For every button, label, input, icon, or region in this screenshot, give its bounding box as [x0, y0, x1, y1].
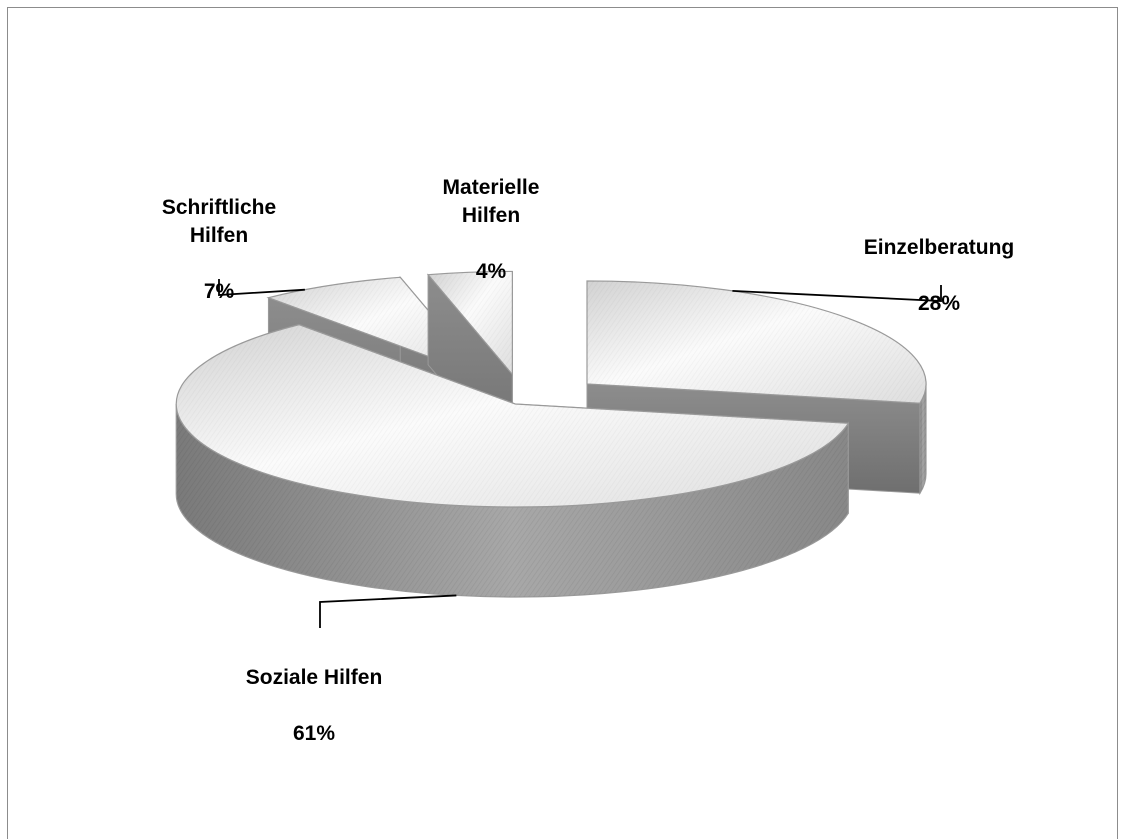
slice-label-schriftliche-hilfen: Schriftliche Hilfen 7%: [119, 166, 319, 306]
slice-percent-materielle-hilfen: 4%: [475, 260, 507, 283]
pie-slice-materielle-hilfen-top-texture: [428, 271, 513, 375]
slice-label-materielle-hilfen: Materielle Hilfen 4%: [391, 146, 591, 286]
pie-slice-einzelberatung-side-texture: [919, 383, 926, 494]
leader-line-schriftliche-hilfen: [218, 279, 305, 296]
slice-name-soziale-hilfen: Soziale Hilfen: [245, 666, 383, 689]
slice-name-materielle-hilfen: Materielle Hilfen: [442, 176, 540, 227]
pie-slice-soziale-hilfen: [175, 323, 850, 598]
slice-percent-einzelberatung: 28%: [917, 292, 961, 315]
slice-name-einzelberatung: Einzelberatung: [863, 236, 1015, 259]
slice-name-schriftliche-hilfen: Schriftliche Hilfen: [161, 196, 277, 247]
leader-line-soziale-hilfen: [319, 594, 457, 628]
slice-percent-soziale-hilfen: 61%: [292, 722, 336, 745]
pie-chart: [175, 270, 942, 628]
slice-percent-schriftliche-hilfen: 7%: [203, 280, 235, 303]
pie-slice-einzelberatung-top-texture: [586, 280, 926, 404]
chart-area: Einzelberatung 28% Soziale Hilfen 61% Sc…: [7, 7, 1118, 839]
pie-slice-soziale-hilfen-top-texture: [176, 324, 849, 507]
leader-line-einzelberatung: [732, 285, 942, 302]
slice-label-einzelberatung: Einzelberatung 28%: [819, 206, 1059, 318]
slice-label-soziale-hilfen: Soziale Hilfen 61%: [194, 636, 434, 748]
pie-slice-soziale-hilfen-side-texture: [176, 403, 849, 597]
